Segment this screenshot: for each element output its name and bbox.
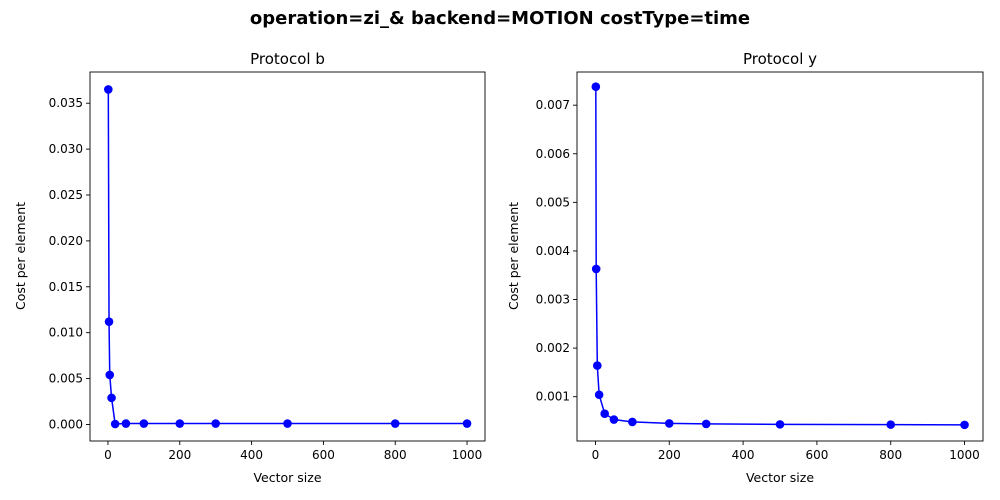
- data-point: [390, 419, 400, 428]
- x-tick-label: 1000: [949, 448, 980, 462]
- data-point: [886, 420, 896, 429]
- x-tick-label: 600: [805, 448, 828, 462]
- x-tick-label: 200: [168, 448, 191, 462]
- data-point: [105, 370, 115, 380]
- data-point: [593, 361, 602, 370]
- y-tick-label: 0.010: [49, 326, 83, 340]
- data-point: [664, 419, 674, 428]
- x-tick-label: 0: [104, 448, 112, 462]
- data-point: [960, 420, 969, 430]
- chart-title: Protocol b: [250, 50, 325, 68]
- chart-protocol-y: Protocol y Vector size Cost per element …: [506, 50, 984, 485]
- y-tick-label: 0.000: [49, 417, 83, 431]
- data-point: [600, 409, 609, 418]
- y-tick-label: 0.030: [49, 142, 83, 156]
- data-point: [775, 420, 785, 429]
- data-point: [591, 82, 601, 92]
- data-point: [121, 419, 131, 428]
- chart-protocol-b: Protocol b Vector size Cost per element …: [13, 50, 486, 485]
- x-tick-label: 800: [384, 448, 407, 462]
- y-tick-label: 0.005: [536, 195, 570, 209]
- y-tick-label: 0.001: [536, 390, 570, 404]
- data-point: [628, 417, 637, 427]
- x-tick-label: 800: [879, 448, 902, 462]
- data-point: [594, 390, 604, 400]
- data-point: [283, 419, 292, 428]
- x-tick-label: 600: [312, 448, 335, 462]
- y-tick-label: 0.005: [49, 372, 83, 386]
- data-point: [110, 419, 120, 429]
- data-point: [139, 419, 149, 428]
- y-tick-label: 0.003: [536, 293, 570, 307]
- data-point: [609, 415, 619, 424]
- y-tick-label: 0.025: [49, 188, 83, 202]
- x-tick-label: 200: [658, 448, 681, 462]
- chart-title: Protocol y: [743, 50, 817, 68]
- data-point: [104, 85, 113, 94]
- data-point: [701, 419, 711, 429]
- y-tick-label: 0.007: [536, 98, 570, 112]
- plot-area: [576, 71, 984, 442]
- y-tick-label: 0.035: [49, 96, 83, 110]
- data-point: [591, 264, 601, 274]
- series-line: [595, 86, 965, 426]
- y-tick-label: 0.006: [536, 147, 570, 161]
- x-axis-label: Vector size: [253, 470, 321, 485]
- data-point: [462, 419, 472, 428]
- figure-title: operation=zi_& backend=MOTION costType=t…: [250, 8, 750, 29]
- x-tick-label: 1000: [452, 448, 483, 462]
- y-axis-label: Cost per element: [13, 202, 28, 310]
- data-point: [175, 419, 185, 428]
- x-tick-label: 400: [732, 448, 755, 462]
- x-tick-label: 0: [592, 448, 600, 462]
- y-axis-label: Cost per element: [506, 202, 521, 310]
- x-axis-label: Vector size: [746, 470, 814, 485]
- plot-area: [89, 71, 486, 442]
- x-tick-label: 400: [240, 448, 263, 462]
- y-tick-label: 0.020: [49, 234, 83, 248]
- y-tick-label: 0.002: [536, 341, 570, 355]
- y-tick-label: 0.004: [536, 244, 570, 258]
- y-tick-label: 0.015: [49, 280, 83, 294]
- series-line: [107, 89, 468, 425]
- data-point: [104, 317, 114, 326]
- data-point: [107, 393, 116, 403]
- data-point: [211, 419, 220, 428]
